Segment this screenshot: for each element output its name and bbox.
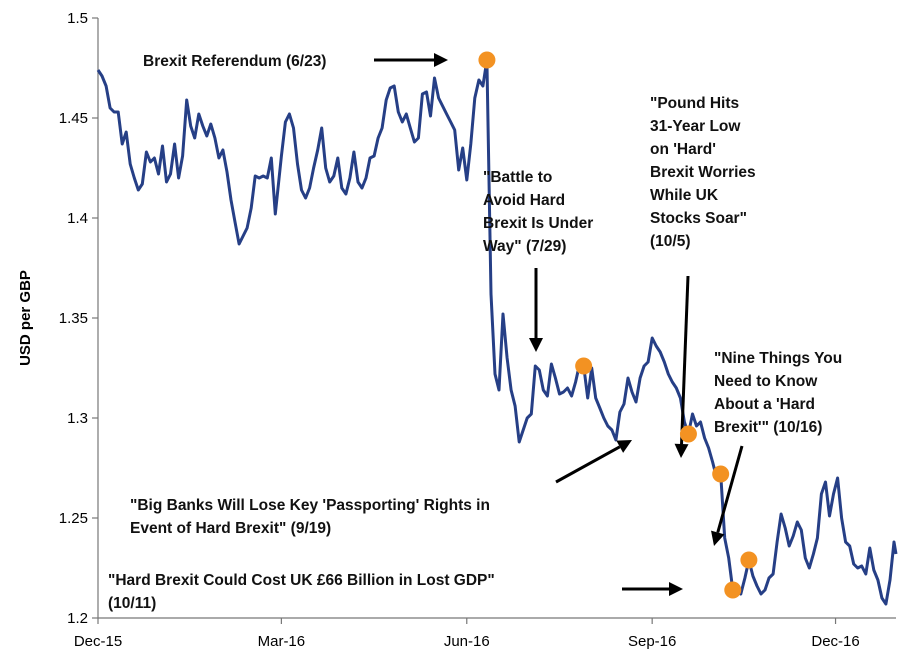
annotation-marker [478, 51, 496, 69]
annotation-arrow-head [669, 582, 683, 596]
annotation-arrow-head [434, 53, 448, 67]
annotation-arrows [374, 53, 744, 596]
annotation-marker [712, 465, 730, 483]
annotation-label-line: While UK [650, 187, 719, 204]
x-tick-label: Sep-16 [628, 633, 676, 650]
annotation-labels: Brexit Referendum (6/23) "Battle to Avoid … [108, 53, 842, 612]
x-tick-label: Jun-16 [444, 633, 490, 650]
annotation-label-line: "Big Banks Will Lose Key 'Passporting' R… [130, 497, 490, 514]
annotation-label-line: Need to Know [714, 373, 818, 390]
y-tick-label: 1.2 [67, 610, 88, 627]
y-tick-labels: 1.2 1.25 1.3 1.35 1.4 1.45 1.5 [59, 10, 88, 627]
x-tick-labels: Dec-15 Mar-16 Jun-16 Sep-16 Dec-16 [74, 633, 860, 650]
annotation-label-line: (10/11) [108, 595, 156, 612]
annotation-label-line: 31-Year Low [650, 118, 741, 135]
annotation-label-line: Brexit Is Under [483, 215, 593, 232]
y-tick-label: 1.35 [59, 310, 88, 327]
annotation-label-line: "Pound Hits [650, 95, 739, 112]
annotation-arrow-shaft [680, 275, 690, 445]
annotation-label-line: "Nine Things You [714, 350, 842, 367]
annotation-arrow-head [529, 338, 543, 352]
annotation-label-line: "Hard Brexit Could Cost UK £66 Billion i… [108, 572, 495, 589]
y-tick-label: 1.4 [67, 210, 88, 227]
annotation-markers [478, 51, 758, 599]
y-tick-label: 1.45 [59, 110, 88, 127]
annotation-label-line: on 'Hard' [650, 141, 716, 158]
annotation-arrow-head [616, 440, 632, 453]
annotation-label-line: Event of Hard Brexit" (9/19) [130, 520, 331, 537]
x-tick-label: Dec-15 [74, 633, 122, 650]
annotation-arrow-shaft [716, 445, 744, 533]
annotation-label-line: Brexit'" (10/16) [714, 419, 822, 436]
annotation-label-line: Avoid Hard [483, 192, 565, 209]
annotation-label-line: About a 'Hard [714, 396, 815, 413]
annotation-marker [575, 357, 593, 375]
annotation-label-line: (10/5) [650, 233, 691, 250]
annotation-marker [724, 581, 742, 599]
annotation-arrow-head [711, 530, 725, 546]
y-tick-label: 1.3 [67, 410, 88, 427]
x-tick-label: Mar-16 [258, 633, 306, 650]
y-axis-title: USD per GBP [17, 270, 34, 366]
annotation-arrow-shaft [555, 445, 621, 484]
annotation-label-line: "Battle to [483, 169, 552, 186]
annotation-label-line: Stocks Soar" [650, 210, 747, 227]
annotation-label-line: Way" (7/29) [483, 238, 566, 255]
axes [92, 17, 896, 624]
x-tick-label: Dec-16 [811, 633, 859, 650]
annotation-marker [679, 425, 697, 443]
annotation-marker [740, 551, 758, 569]
annotation-label-line: Brexit Referendum (6/23) [143, 53, 326, 70]
y-tick-label: 1.25 [59, 510, 88, 527]
series-line-usd-gbp [96, 58, 898, 606]
annotation-label-line: Brexit Worries [650, 164, 756, 181]
y-tick-label: 1.5 [67, 10, 88, 27]
annotation-arrow-head [674, 443, 689, 458]
